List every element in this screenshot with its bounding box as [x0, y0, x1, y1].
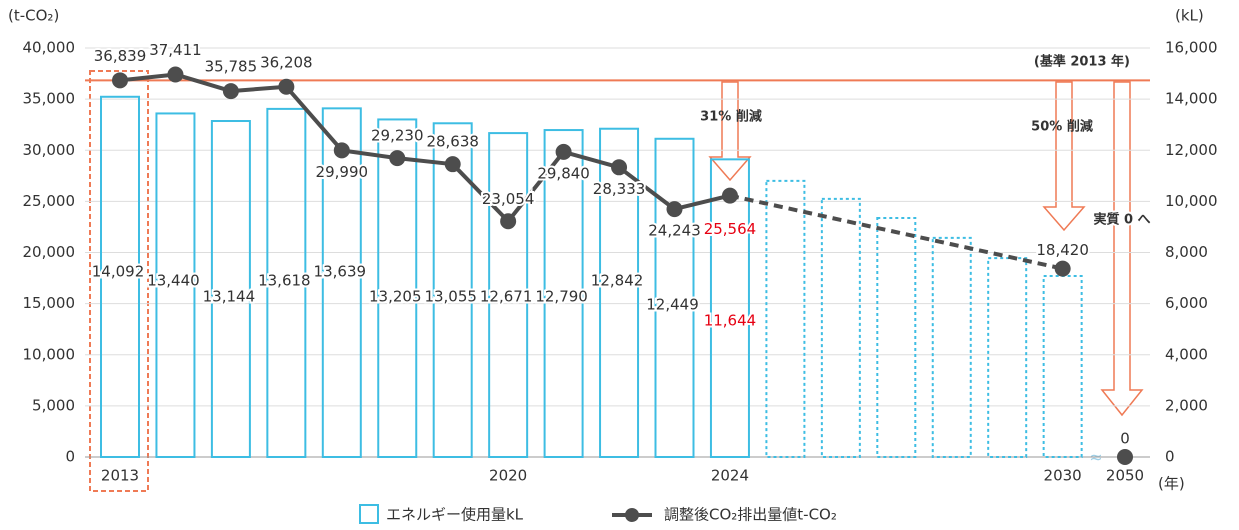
- line-marker: [500, 213, 517, 230]
- y-tick-label: 10,000: [23, 345, 76, 363]
- bar: [100, 95, 140, 458]
- line: [119, 72, 731, 224]
- x-axis-label: (年): [1158, 475, 1185, 493]
- line-marker: [112, 72, 128, 89]
- legend-label: エネルギー使用量kL: [386, 506, 524, 524]
- bar-value-label: 13,205: [369, 288, 422, 306]
- annotation: 50% 削減: [1031, 119, 1093, 135]
- y-tick-label: 25,000: [23, 192, 76, 210]
- y2-tick-label: 10,000: [1165, 192, 1218, 210]
- bar-value-label: 12,842: [591, 272, 644, 290]
- y-tick-label: 5,000: [32, 396, 75, 414]
- bar-value-label: 11,644: [704, 312, 757, 330]
- line-marker: [333, 142, 350, 159]
- line-marker: [444, 156, 461, 173]
- y-tick-label: 0: [65, 448, 75, 466]
- x-tick-label: 2050: [1106, 467, 1144, 485]
- annotation: 実質 0 へ: [1093, 212, 1150, 228]
- bar: [321, 107, 362, 459]
- bar-value-label: 13,440: [147, 272, 200, 290]
- annotation: 31% 削減: [700, 109, 762, 125]
- projection-line: [729, 193, 1064, 271]
- line-marker: [389, 150, 406, 167]
- y2-tick-label: 4,000: [1165, 345, 1208, 363]
- line-marker: [167, 66, 184, 83]
- line-value-label: 28,333: [593, 180, 646, 198]
- y-tick-label: 15,000: [23, 294, 76, 312]
- grid: [85, 47, 1150, 458]
- line-value-label: 29,230: [371, 127, 424, 145]
- y2-tick-label: 12,000: [1165, 141, 1218, 159]
- line-value-label: 18,420: [1036, 241, 1089, 259]
- bar: [709, 158, 750, 458]
- bar: [377, 118, 418, 459]
- line-marker: [1054, 260, 1071, 277]
- bar: [987, 257, 1028, 458]
- line-value-label: 35,785: [205, 58, 258, 76]
- bar: [820, 197, 861, 458]
- line-marker: [666, 201, 683, 218]
- line-marker: [278, 78, 295, 95]
- bar: [266, 107, 307, 459]
- bar-value-label: 13,055: [424, 288, 477, 306]
- bar-value-label: 12,790: [535, 288, 588, 306]
- y2-tick-label: 8,000: [1165, 243, 1208, 261]
- y2-tick-label: 2,000: [1165, 396, 1208, 414]
- bar-value-label: 12,671: [480, 288, 533, 306]
- y2-tick-label: 14,000: [1165, 90, 1218, 108]
- arrow-50: [1042, 81, 1086, 232]
- line-marker: [555, 143, 572, 160]
- bar-value-label: 13,639: [314, 263, 367, 281]
- y-tick-label: 20,000: [23, 243, 76, 261]
- bar-value-label: 13,618: [258, 272, 311, 290]
- legend-label: 調整後CO₂排出量値t-CO₂: [664, 506, 837, 524]
- bar-value-label: 13,144: [203, 288, 256, 306]
- line-value-label: 36,208: [260, 53, 313, 71]
- y-tick-label: 40,000: [23, 39, 76, 57]
- bar-value-label: 14,092: [92, 263, 145, 281]
- line-value-label: 25,564: [704, 220, 757, 238]
- bar: [599, 127, 640, 458]
- line-marker: [1117, 449, 1133, 465]
- line-value-label: 24,243: [648, 222, 701, 240]
- line-value-label: 29,840: [537, 164, 590, 182]
- bar: [210, 120, 251, 458]
- line-value-label: 29,990: [316, 163, 369, 181]
- y2-axis-label: (kL): [1175, 7, 1204, 25]
- legend-swatch: [625, 508, 639, 522]
- bar-value-label: 12,449: [646, 296, 699, 314]
- y2-tick-label: 6,000: [1165, 294, 1208, 312]
- x-tick-label: 2024: [711, 467, 749, 485]
- x-tick-label: 2013: [101, 467, 139, 485]
- bar: [876, 216, 917, 458]
- line-marker: [611, 159, 628, 176]
- bar: [488, 132, 529, 458]
- legend-swatch: [359, 504, 379, 524]
- annotation: (基準 2013 年): [1034, 54, 1130, 70]
- line-value-label: 37,411: [149, 41, 202, 59]
- line-value-label: 0: [1120, 430, 1130, 448]
- line-marker: [721, 187, 738, 204]
- arrow-31: [708, 81, 752, 182]
- bar: [765, 179, 806, 459]
- base-year-box: [89, 70, 149, 492]
- bar: [654, 137, 695, 458]
- arrow-zero: [1100, 81, 1144, 417]
- y2-tick-label: 16,000: [1165, 39, 1218, 57]
- x-tick-label: 2030: [1044, 467, 1082, 485]
- bar: [543, 129, 584, 458]
- y-axis-label: (t-CO₂): [8, 7, 59, 25]
- y2-tick-label: 0: [1165, 448, 1175, 466]
- y-tick-label: 35,000: [23, 90, 76, 108]
- line-marker: [222, 83, 239, 100]
- x-tick-label: 2020: [489, 467, 527, 485]
- bar: [432, 122, 473, 459]
- line-value-label: 28,638: [426, 133, 479, 151]
- bar: [931, 236, 972, 458]
- line-value-label: 36,839: [94, 47, 147, 65]
- line-value-label: 23,054: [482, 190, 535, 208]
- y-tick-label: 30,000: [23, 141, 76, 159]
- bar: [155, 112, 196, 458]
